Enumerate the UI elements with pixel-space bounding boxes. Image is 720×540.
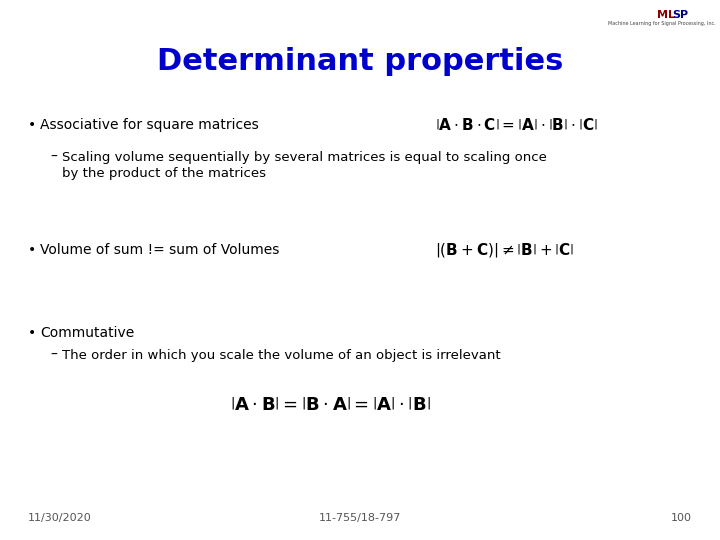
Text: Determinant properties: Determinant properties [157, 48, 563, 77]
Text: •: • [28, 118, 36, 132]
Text: –: – [50, 348, 57, 362]
Text: SP: SP [672, 10, 688, 20]
Text: ML: ML [657, 10, 675, 20]
Text: 11-755/18-797: 11-755/18-797 [319, 513, 401, 523]
Text: The order in which you scale the volume of an object is irrelevant: The order in which you scale the volume … [62, 348, 500, 361]
Text: $\left|(\mathbf{B} + \mathbf{C})\right| \neq \left|\mathbf{B}\right| + \left|\ma: $\left|(\mathbf{B} + \mathbf{C})\right| … [435, 241, 575, 259]
Text: Commutative: Commutative [40, 326, 134, 340]
Text: •: • [28, 326, 36, 340]
Text: $\left|\mathbf{A} \cdot \mathbf{B} \cdot \mathbf{C}\right| = \left|\mathbf{A}\ri: $\left|\mathbf{A} \cdot \mathbf{B} \cdot… [435, 117, 598, 133]
Text: Scaling volume sequentially by several matrices is equal to scaling once: Scaling volume sequentially by several m… [62, 151, 547, 164]
Text: –: – [50, 150, 57, 164]
Text: $\left|\mathbf{A} \cdot \mathbf{B}\right| = \left|\mathbf{B} \cdot \mathbf{A}\ri: $\left|\mathbf{A} \cdot \mathbf{B}\right… [230, 396, 431, 414]
Text: Volume of sum != sum of Volumes: Volume of sum != sum of Volumes [40, 243, 279, 257]
Text: •: • [28, 243, 36, 257]
Text: by the product of the matrices: by the product of the matrices [62, 166, 266, 179]
Text: Machine Learning for Signal Processing, Inc.: Machine Learning for Signal Processing, … [608, 21, 716, 25]
Text: 11/30/2020: 11/30/2020 [28, 513, 91, 523]
Text: 100: 100 [671, 513, 692, 523]
Text: Associative for square matrices: Associative for square matrices [40, 118, 258, 132]
